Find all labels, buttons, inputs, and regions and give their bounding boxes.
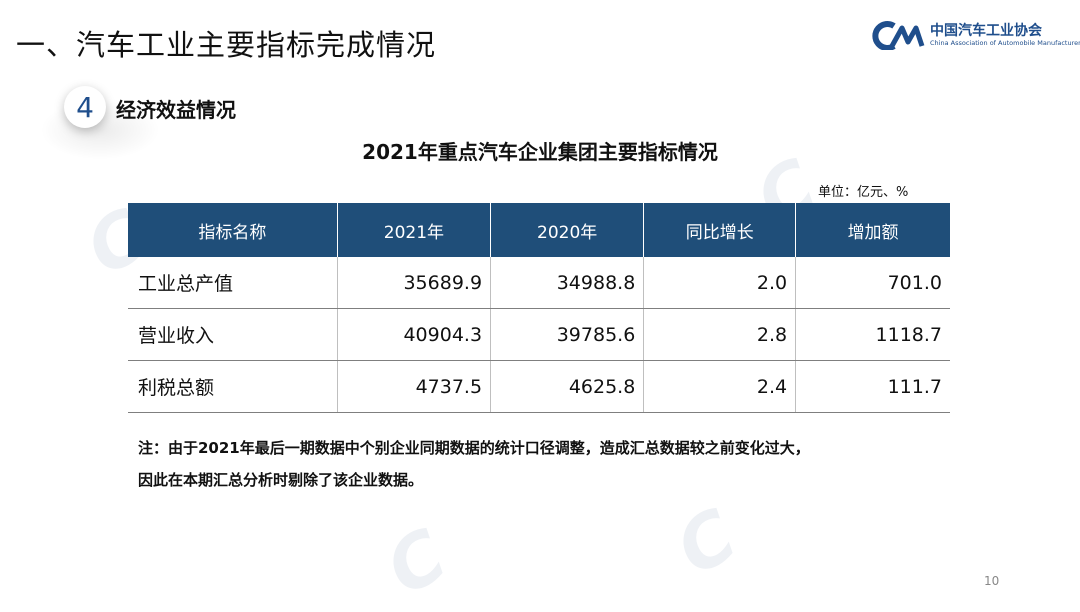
column-header: 增加额 bbox=[795, 203, 950, 257]
table-cell: 4625.8 bbox=[490, 360, 645, 413]
table-cell: 2.0 bbox=[643, 257, 797, 309]
footnote-line: 因此在本期汇总分析时剔除了该企业数据。 bbox=[138, 471, 424, 489]
logo-english-name: China Association of Automobile Manufact… bbox=[930, 39, 1080, 47]
table-cell: 40904.3 bbox=[337, 308, 492, 361]
table-cell: 39785.6 bbox=[490, 308, 645, 361]
table-cell: 701.0 bbox=[795, 257, 950, 309]
table-row: 工业总产值 35689.9 34988.8 2.0 701.0 bbox=[128, 257, 950, 309]
column-header: 指标名称 bbox=[128, 203, 338, 257]
table-cell: 2.4 bbox=[643, 360, 797, 413]
table-cell: 111.7 bbox=[795, 360, 950, 413]
table-row: 利税总额 4737.5 4625.8 2.4 111.7 bbox=[128, 360, 950, 413]
table-cell: 营业收入 bbox=[128, 308, 338, 361]
footnote: 注：由于2021年最后一期数据中个别企业同期数据的统计口径调整，造成汇总数据较之… bbox=[138, 432, 958, 496]
section-title: 经济效益情况 bbox=[116, 98, 236, 122]
watermark-logo: C bbox=[372, 512, 461, 612]
slide-title: 一、汽车工业主要指标完成情况 bbox=[16, 28, 437, 62]
table-cell: 35689.9 bbox=[337, 257, 492, 309]
indicators-table: 指标名称 2021年 2020年 同比增长 增加额 工业总产值 35689.9 … bbox=[128, 203, 950, 413]
page-number: 10 bbox=[984, 574, 1000, 588]
column-header: 2020年 bbox=[490, 203, 645, 257]
table-header-row: 指标名称 2021年 2020年 同比增长 增加额 bbox=[128, 203, 950, 257]
unit-label: 单位：亿元、% bbox=[818, 185, 909, 200]
table-cell: 1118.7 bbox=[795, 308, 950, 361]
table-cell: 工业总产值 bbox=[128, 257, 338, 309]
table-title: 2021年重点汽车企业集团主要指标情况 bbox=[362, 140, 718, 164]
watermark-logo: C bbox=[662, 492, 751, 592]
column-header: 2021年 bbox=[337, 203, 492, 257]
logo-chinese-name: 中国汽车工业协会 bbox=[930, 23, 1042, 39]
table-cell: 利税总额 bbox=[128, 360, 338, 413]
caam-logo: 中国汽车工业协会 China Association of Automobile… bbox=[872, 18, 1080, 54]
section-number-badge: 4 bbox=[64, 86, 106, 128]
table-cell: 34988.8 bbox=[490, 257, 645, 309]
table-cell: 2.8 bbox=[643, 308, 797, 361]
footnote-line: 注：由于2021年最后一期数据中个别企业同期数据的统计口径调整，造成汇总数据较之… bbox=[138, 439, 810, 457]
table-cell: 4737.5 bbox=[337, 360, 492, 413]
table-row: 营业收入 40904.3 39785.6 2.8 1118.7 bbox=[128, 308, 950, 361]
column-header: 同比增长 bbox=[643, 203, 797, 257]
caam-logo-mark bbox=[872, 21, 925, 50]
